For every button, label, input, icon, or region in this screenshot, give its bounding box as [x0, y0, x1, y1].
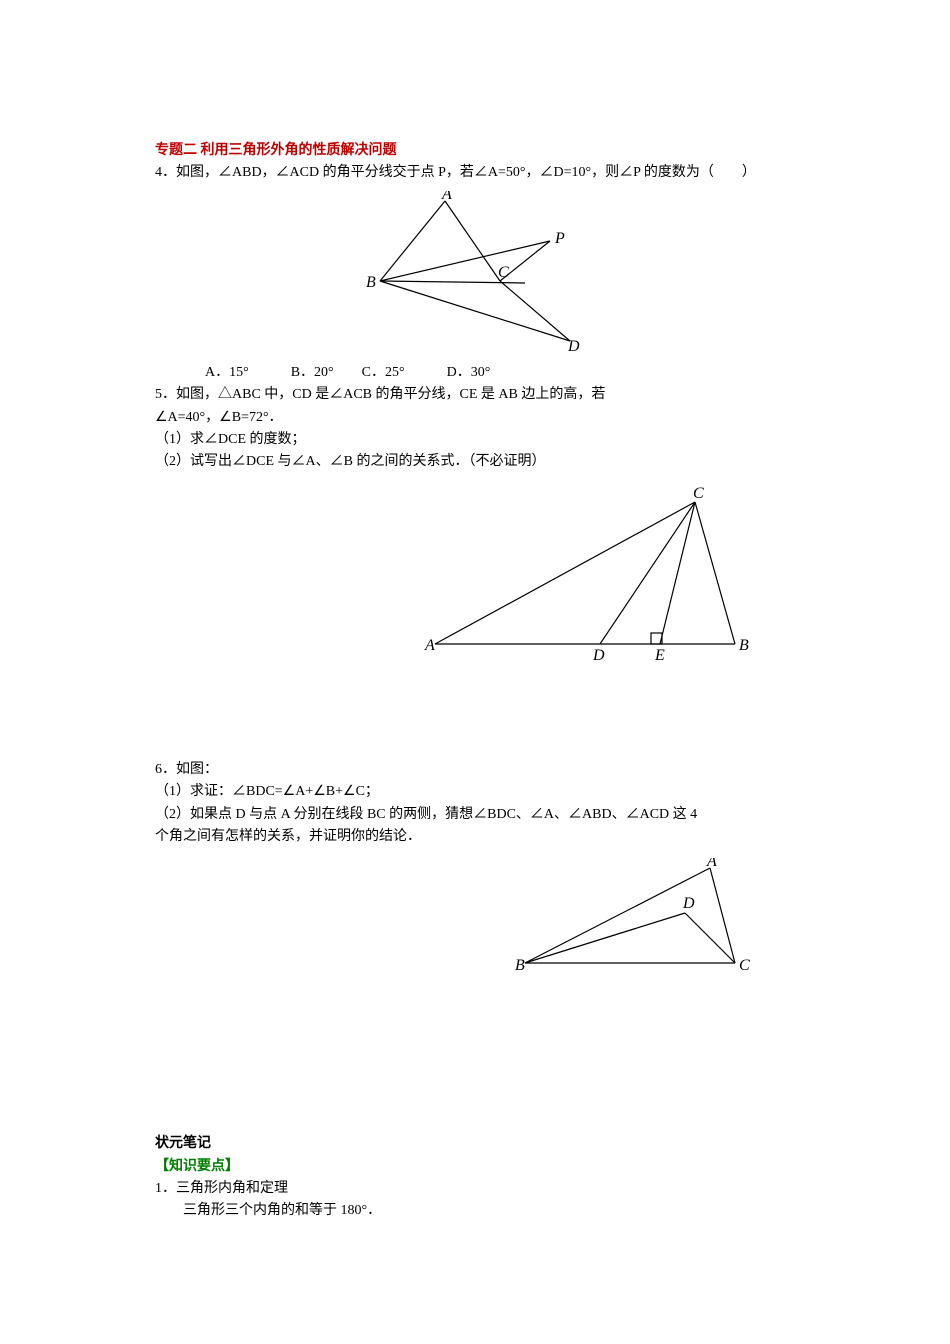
q6-part1: （1）求证：∠BDC=∠A+∠B+∠C； [155, 781, 795, 803]
q4-figure: A P B C D [155, 191, 795, 356]
q6-part2b: 个角之间有怎样的关系，并证明你的结论． [155, 826, 795, 848]
notes-title: 状元笔记 [155, 1133, 795, 1155]
q5-figure: A B C D E [155, 484, 755, 669]
knowledge-title: 【知识要点】 [155, 1156, 795, 1178]
svg-text:B: B [739, 637, 749, 654]
svg-text:C: C [739, 957, 750, 974]
svg-text:B: B [366, 274, 376, 291]
q4-options: A．15° B．20° C．25° D．30° [155, 362, 795, 384]
svg-text:C: C [693, 485, 704, 502]
knowledge-item1: 1．三角形内角和定理 [155, 1178, 795, 1200]
q4-stem: 4．如图，∠ABD，∠ACD 的角平分线交于点 P，若∠A=50°，∠D=10°… [155, 162, 795, 184]
svg-text:A: A [424, 637, 435, 654]
svg-text:A: A [441, 191, 452, 203]
q6-figure: B C A D [155, 858, 755, 983]
q6-part2a: （2）如果点 D 与点 A 分别在线段 BC 的两侧，猜想∠BDC、∠A、∠AB… [155, 804, 795, 826]
svg-text:B: B [515, 957, 525, 974]
q5-part2: （2）试写出∠DCE 与∠A、∠B 的之间的关系式．（不必证明） [155, 451, 795, 473]
section-title: 专题二 利用三角形外角的性质解决问题 [155, 140, 795, 162]
svg-text:P: P [554, 230, 565, 247]
svg-text:C: C [498, 264, 509, 281]
svg-text:A: A [706, 858, 717, 870]
svg-text:D: D [567, 338, 580, 351]
q5-stem-1: 5．如图，△ABC 中，CD 是∠ACB 的角平分线，CE 是 AB 边上的高，… [155, 384, 795, 406]
q5-stem-2: ∠A=40°，∠B=72°． [155, 407, 795, 429]
svg-text:D: D [682, 895, 695, 912]
knowledge-item1-body: 三角形三个内角的和等于 180°． [155, 1200, 795, 1222]
q6-stem: 6．如图： [155, 759, 795, 781]
svg-text:E: E [654, 647, 665, 664]
q5-part1: （1）求∠DCE 的度数； [155, 429, 795, 451]
svg-text:D: D [592, 647, 605, 664]
